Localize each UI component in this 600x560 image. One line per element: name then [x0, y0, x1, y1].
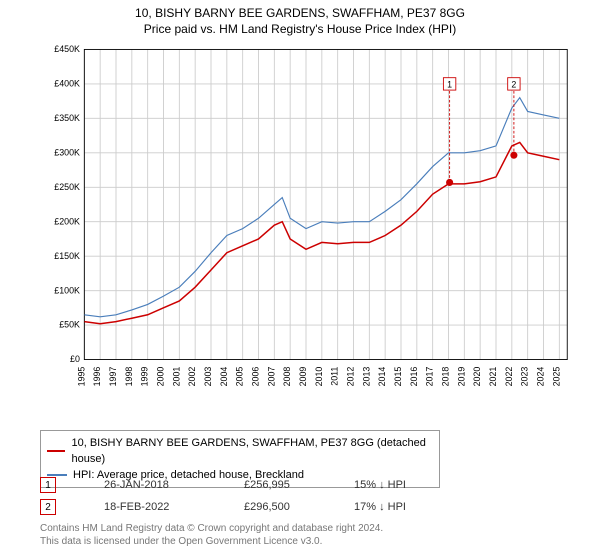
svg-text:£150K: £150K	[54, 251, 80, 261]
svg-text:2009: 2009	[298, 367, 308, 387]
svg-text:2018: 2018	[440, 367, 450, 387]
svg-text:2019: 2019	[456, 367, 466, 387]
marker-pct: 17% ↓ HPI	[354, 501, 454, 513]
svg-text:£300K: £300K	[54, 147, 80, 157]
marker-badge-icon: 2	[40, 499, 56, 515]
marker-price: £256,995	[244, 479, 314, 491]
svg-text:2015: 2015	[393, 367, 403, 387]
svg-text:2016: 2016	[409, 367, 419, 387]
legend-label: 10, BISHY BARNY BEE GARDENS, SWAFFHAM, P…	[71, 435, 433, 467]
svg-text:1997: 1997	[108, 367, 118, 387]
svg-text:2008: 2008	[282, 367, 292, 387]
main-title: 10, BISHY BARNY BEE GARDENS, SWAFFHAM, P…	[0, 6, 600, 20]
marker-date: 18-FEB-2022	[104, 501, 204, 513]
svg-text:2010: 2010	[314, 367, 324, 387]
footer: Contains HM Land Registry data © Crown c…	[40, 522, 383, 548]
svg-text:£350K: £350K	[54, 113, 80, 123]
svg-text:2007: 2007	[266, 367, 276, 387]
marker-price: £296,500	[244, 501, 314, 513]
marker-row-1: 1 26-JAN-2018 £256,995 15% ↓ HPI	[40, 474, 454, 496]
svg-text:£400K: £400K	[54, 79, 80, 89]
svg-text:2023: 2023	[520, 367, 530, 387]
svg-text:2002: 2002	[187, 367, 197, 387]
svg-text:1998: 1998	[124, 367, 134, 387]
marker-pct: 15% ↓ HPI	[354, 479, 454, 491]
svg-text:2021: 2021	[488, 367, 498, 387]
svg-text:£250K: £250K	[54, 182, 80, 192]
sub-title: Price paid vs. HM Land Registry's House …	[0, 22, 600, 36]
marker-row-2: 2 18-FEB-2022 £296,500 17% ↓ HPI	[40, 496, 454, 518]
svg-text:1999: 1999	[140, 367, 150, 387]
footer-line-1: Contains HM Land Registry data © Crown c…	[40, 522, 383, 535]
svg-text:2004: 2004	[219, 367, 229, 387]
svg-text:2013: 2013	[361, 367, 371, 387]
svg-text:2022: 2022	[504, 367, 514, 387]
svg-text:2024: 2024	[535, 367, 545, 387]
svg-text:£200K: £200K	[54, 216, 80, 226]
svg-text:2025: 2025	[551, 367, 561, 387]
legend-swatch	[47, 450, 65, 452]
svg-text:£450K: £450K	[54, 44, 80, 54]
svg-text:£50K: £50K	[59, 320, 80, 330]
svg-text:£100K: £100K	[54, 285, 80, 295]
svg-text:2014: 2014	[377, 367, 387, 387]
svg-text:2001: 2001	[171, 367, 181, 387]
marker-dot-2	[510, 152, 517, 159]
svg-text:2005: 2005	[235, 367, 245, 387]
line-chart: £0 £50K £100K £150K £200K £250K £300K £350K £400…	[40, 45, 585, 395]
svg-text:2: 2	[511, 79, 516, 89]
svg-text:2003: 2003	[203, 367, 213, 387]
svg-text:2011: 2011	[330, 367, 340, 386]
svg-text:£0: £0	[70, 354, 80, 364]
footer-line-2: This data is licensed under the Open Gov…	[40, 535, 383, 548]
svg-text:2020: 2020	[472, 367, 482, 387]
svg-text:1995: 1995	[76, 367, 86, 387]
svg-text:2017: 2017	[425, 367, 435, 387]
svg-text:1996: 1996	[92, 367, 102, 387]
svg-text:1: 1	[447, 79, 452, 89]
svg-text:2012: 2012	[345, 367, 355, 387]
legend-row: 10, BISHY BARNY BEE GARDENS, SWAFFHAM, P…	[47, 435, 433, 467]
chart-container: 10, BISHY BARNY BEE GARDENS, SWAFFHAM, P…	[0, 0, 600, 560]
title-block: 10, BISHY BARNY BEE GARDENS, SWAFFHAM, P…	[0, 0, 600, 40]
marker-date: 26-JAN-2018	[104, 479, 204, 491]
chart-area: £0 £50K £100K £150K £200K £250K £300K £350K £400…	[40, 45, 585, 395]
marker-table: 1 26-JAN-2018 £256,995 15% ↓ HPI 2 18-FEB-202…	[40, 474, 454, 518]
svg-text:2006: 2006	[251, 367, 261, 387]
svg-text:2000: 2000	[156, 367, 166, 387]
marker-dot-1	[446, 179, 453, 186]
marker-badge-icon: 1	[40, 477, 56, 493]
